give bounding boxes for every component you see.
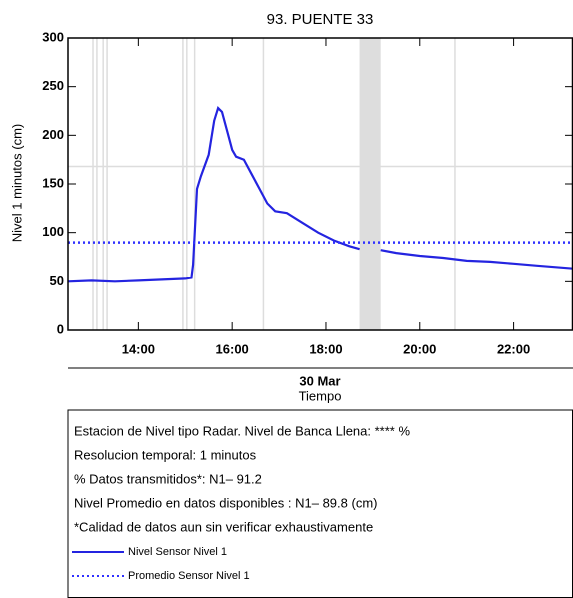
y-tick-label: 0 (57, 321, 64, 336)
note: % Datos transmitidos*: N1– 91.2 (74, 471, 262, 486)
x-tick-label: 16:00 (216, 341, 249, 356)
y-tick-label: 50 (50, 273, 64, 288)
y-tick-label: 250 (42, 78, 64, 93)
legend-label: Promedio Sensor Nivel 1 (128, 570, 250, 582)
x-tick-label: 22:00 (497, 341, 530, 356)
note: *Calidad de datos aun sin verificar exha… (74, 519, 373, 534)
x-axis-label: Tiempo (299, 388, 342, 403)
chart-title: 93. PUENTE 33 (267, 11, 374, 28)
note: Estacion de Nivel tipo Radar. Nivel de B… (74, 423, 410, 438)
note: Nivel Promedio en datos disponibles : N1… (74, 495, 377, 510)
y-tick-label: 200 (42, 127, 64, 142)
y-tick-label: 150 (42, 175, 64, 190)
series-line (67, 106, 573, 283)
y-tick-label: 100 (42, 224, 64, 239)
legend-label: Nivel Sensor Nivel 1 (128, 546, 227, 558)
data-gap-band (359, 38, 381, 330)
y-axis-label: Nivel 1 minutos (cm) (9, 124, 24, 242)
plot-frame (67, 37, 573, 331)
x-tick-label: 20:00 (403, 341, 436, 356)
date-label: 30 Mar (299, 373, 340, 388)
x-tick-label: 14:00 (122, 341, 155, 356)
x-tick-label: 18:00 (309, 341, 342, 356)
note: Resolucion temporal: 1 minutos (74, 447, 257, 462)
y-tick-label: 300 (42, 29, 64, 44)
